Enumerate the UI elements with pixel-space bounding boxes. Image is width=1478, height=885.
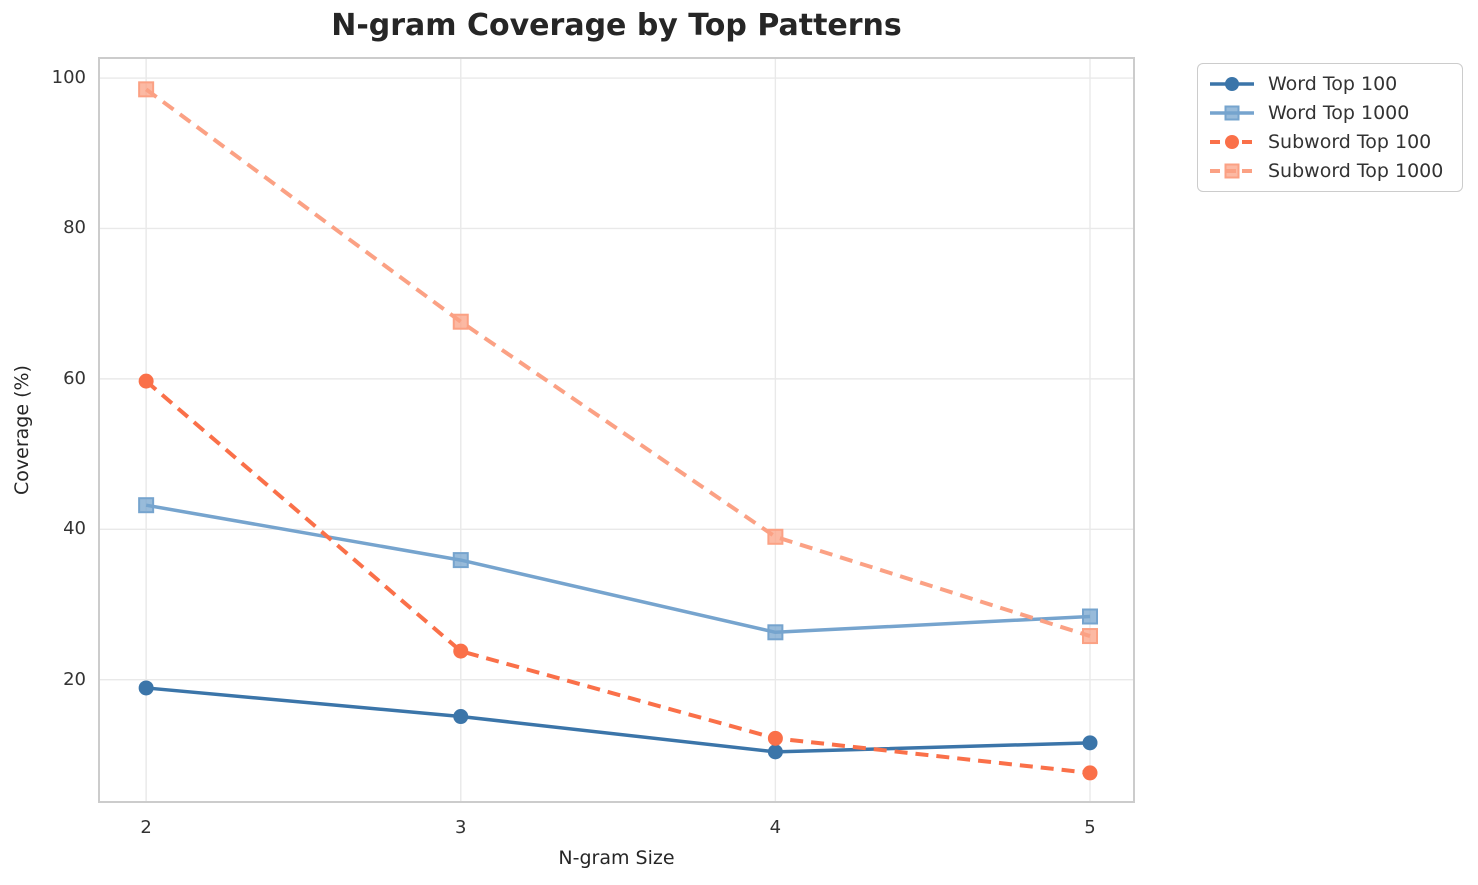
circle-marker-icon [1225,77,1239,92]
data-point-marker [138,497,155,514]
y-axis-label: Coverage (%) [11,365,33,495]
data-point-marker [453,709,469,725]
legend-item: Subword Top 100 [1208,128,1452,157]
x-axis-label: N-gram Size [558,847,675,869]
data-point-marker [452,552,469,569]
legend-label: Subword Top 1000 [1268,159,1444,182]
legend: Word Top 100 Word Top 1000 Subword Top 100… [1197,63,1463,192]
x-tick-label: 2 [140,817,152,838]
x-tick-label: 3 [455,817,467,838]
y-tick-label: 60 [63,367,86,389]
y-tick-label: 80 [63,217,86,239]
legend-item: Word Top 1000 [1208,99,1452,128]
legend-item: Word Top 100 [1208,70,1452,99]
legend-label: Subword Top 100 [1268,130,1432,153]
data-point-marker [767,744,783,760]
data-point-marker [452,313,469,330]
data-point-marker [1082,735,1098,751]
legend-label: Word Top 100 [1268,73,1398,96]
data-point-marker [1082,765,1098,781]
legend-label: Word Top 1000 [1268,102,1410,125]
square-marker-icon [1224,105,1240,121]
y-tick-label: 40 [63,518,86,540]
legend-sample-line [1210,134,1254,149]
circle-marker-icon [1225,134,1239,149]
data-point-marker [767,624,784,641]
legend-sample-line [1210,77,1254,92]
series-line [144,379,1091,775]
data-point-marker [138,680,154,696]
series-line [145,503,1091,635]
series-line [145,686,1091,754]
data-point-marker [767,528,784,545]
x-tick-label: 4 [769,817,782,838]
series-line [144,87,1091,638]
y-tick-label: 100 [51,67,86,89]
data-point-marker [1082,608,1099,625]
x-tick-label: 5 [1084,817,1096,838]
chart-title: N-gram Coverage by Top Patterns [331,8,902,43]
data-point-marker [138,373,154,389]
legend-sample-line [1210,163,1254,179]
legend-sample-line [1210,105,1254,121]
data-point-marker [1082,628,1099,645]
data-point-marker [138,81,155,98]
data-point-marker [767,730,783,746]
square-marker-icon [1224,163,1240,179]
plot-border [98,57,1135,803]
legend-item: Subword Top 1000 [1208,156,1452,185]
y-tick-label: 20 [63,668,86,690]
data-point-marker [453,643,469,659]
plot-area [98,57,1135,803]
